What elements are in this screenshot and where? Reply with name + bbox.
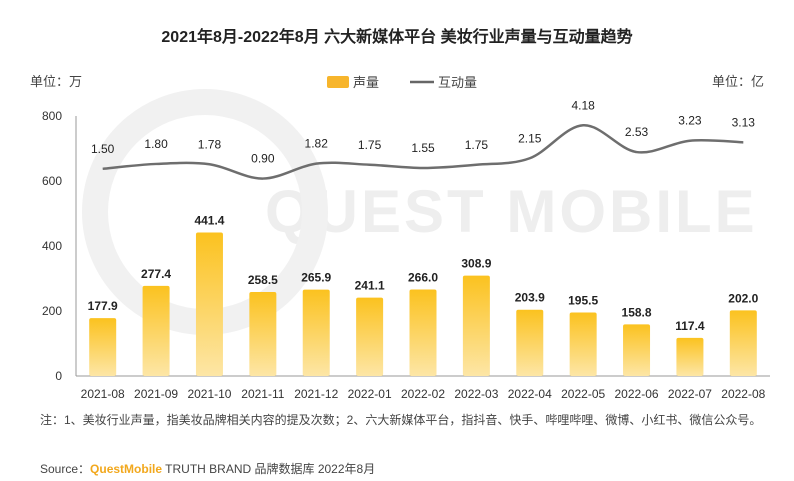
line-value-label: 0.90: [251, 152, 275, 166]
bar-value-label: 266.0: [408, 271, 438, 285]
legend-label-line: 互动量: [438, 75, 477, 90]
bar: [462, 275, 490, 376]
line-labels: 1.50 1.80 1.78 0.90 1.82 1.75 1.55 1.75 2.15 4.18…: [91, 98, 755, 165]
bar: [142, 285, 170, 376]
x-tick-label: 2022-06: [615, 387, 659, 401]
y-tick-label: 0: [55, 369, 62, 383]
source-rest: TRUTH BRAND 品牌数据库 2022年8月: [162, 462, 376, 476]
x-tick-label: 2022-07: [668, 387, 712, 401]
bar-value-label: 258.5: [248, 273, 278, 287]
bar: [409, 289, 437, 376]
y-tick-label: 800: [42, 109, 62, 123]
bar-value-label: 441.4: [194, 214, 224, 228]
bar: [89, 318, 117, 376]
y-tick-label: 200: [42, 304, 62, 318]
bar: [356, 297, 384, 376]
bar-value-label: 308.9: [461, 257, 491, 271]
bar: [623, 324, 651, 376]
legend-label-bar: 声量: [353, 75, 379, 90]
line-value-label: 1.78: [198, 137, 222, 151]
bar-value-label: 158.8: [622, 305, 652, 319]
bar: [516, 309, 544, 376]
line-value-label: 1.75: [358, 138, 382, 152]
legend: 声量 互动量: [327, 75, 477, 90]
bar-value-label: 195.5: [568, 293, 598, 307]
x-tick-label: 2022-05: [561, 387, 605, 401]
interaction-line: [102, 124, 744, 180]
x-tick-label: 2021-09: [134, 387, 178, 401]
bar: [302, 289, 330, 376]
bar-value-label: 277.4: [141, 267, 171, 281]
line-value-label: 1.50: [91, 142, 115, 156]
source-prefix: Source：: [40, 462, 91, 476]
bar-value-label: 177.9: [88, 299, 118, 313]
x-tick-label: 2022-03: [454, 387, 498, 401]
chart: QUEST MOBILE 2021年8月-2022年8月 六大新媒体平台 美妆行…: [30, 27, 770, 401]
x-ticks: 2021-08 2021-09 2021-10 2021-11 2021-12 2022-…: [81, 387, 766, 401]
line-value-label: 2.15: [518, 131, 542, 145]
bar-labels: 177.9 277.4 441.4 258.5 265.9 241.1 266.0 308.9…: [88, 214, 759, 333]
x-tick-label: 2021-11: [241, 387, 284, 401]
line-value-label: 3.13: [732, 115, 756, 129]
bar-value-label: 265.9: [301, 271, 331, 285]
line-value-label: 3.23: [678, 114, 702, 128]
x-tick-label: 2022-08: [721, 387, 765, 401]
legend-swatch-bar: [327, 76, 349, 88]
bar: [569, 312, 597, 376]
unit-right: 单位：亿: [712, 74, 764, 89]
line-value-label: 1.82: [305, 137, 329, 151]
x-tick-label: 2022-01: [348, 387, 392, 401]
bar-value-label: 202.0: [728, 291, 758, 305]
bar: [195, 232, 223, 376]
x-tick-label: 2021-08: [81, 387, 125, 401]
source-line: Source：QuestMobile TRUTH BRAND 品牌数据库 202…: [40, 460, 375, 477]
line-value-label: 1.55: [411, 141, 435, 155]
line-value-label: 4.18: [571, 98, 595, 112]
x-tick-label: 2022-04: [508, 387, 552, 401]
source-brand: QuestMobile: [90, 462, 163, 476]
bar: [249, 291, 277, 376]
x-tick-label: 2021-10: [187, 387, 231, 401]
bar-value-label: 203.9: [515, 291, 545, 305]
bar: [676, 337, 704, 376]
line-value-label: 1.75: [465, 138, 489, 152]
line-value-label: 2.53: [625, 125, 649, 139]
bars: [89, 232, 757, 376]
bar-value-label: 117.4: [675, 319, 705, 333]
x-tick-label: 2021-12: [294, 387, 338, 401]
y-tick-label: 600: [42, 174, 62, 188]
line-value-label: 1.80: [144, 137, 168, 151]
x-tick-label: 2022-02: [401, 387, 445, 401]
watermark: QUEST MOBILE: [265, 178, 758, 245]
footnote: 注：1、美妆行业声量，指美妆品牌相关内容的提及次数；2、六大新媒体平台，指抖音、…: [40, 413, 762, 427]
unit-left: 单位：万: [30, 74, 82, 89]
bar-value-label: 241.1: [355, 279, 385, 293]
bar: [729, 310, 757, 376]
y-ticks: 0 200 400 600 800: [42, 109, 62, 383]
chart-title: 2021年8月-2022年8月 六大新媒体平台 美妆行业声量与互动量趋势: [161, 27, 632, 46]
y-tick-label: 400: [42, 239, 62, 253]
